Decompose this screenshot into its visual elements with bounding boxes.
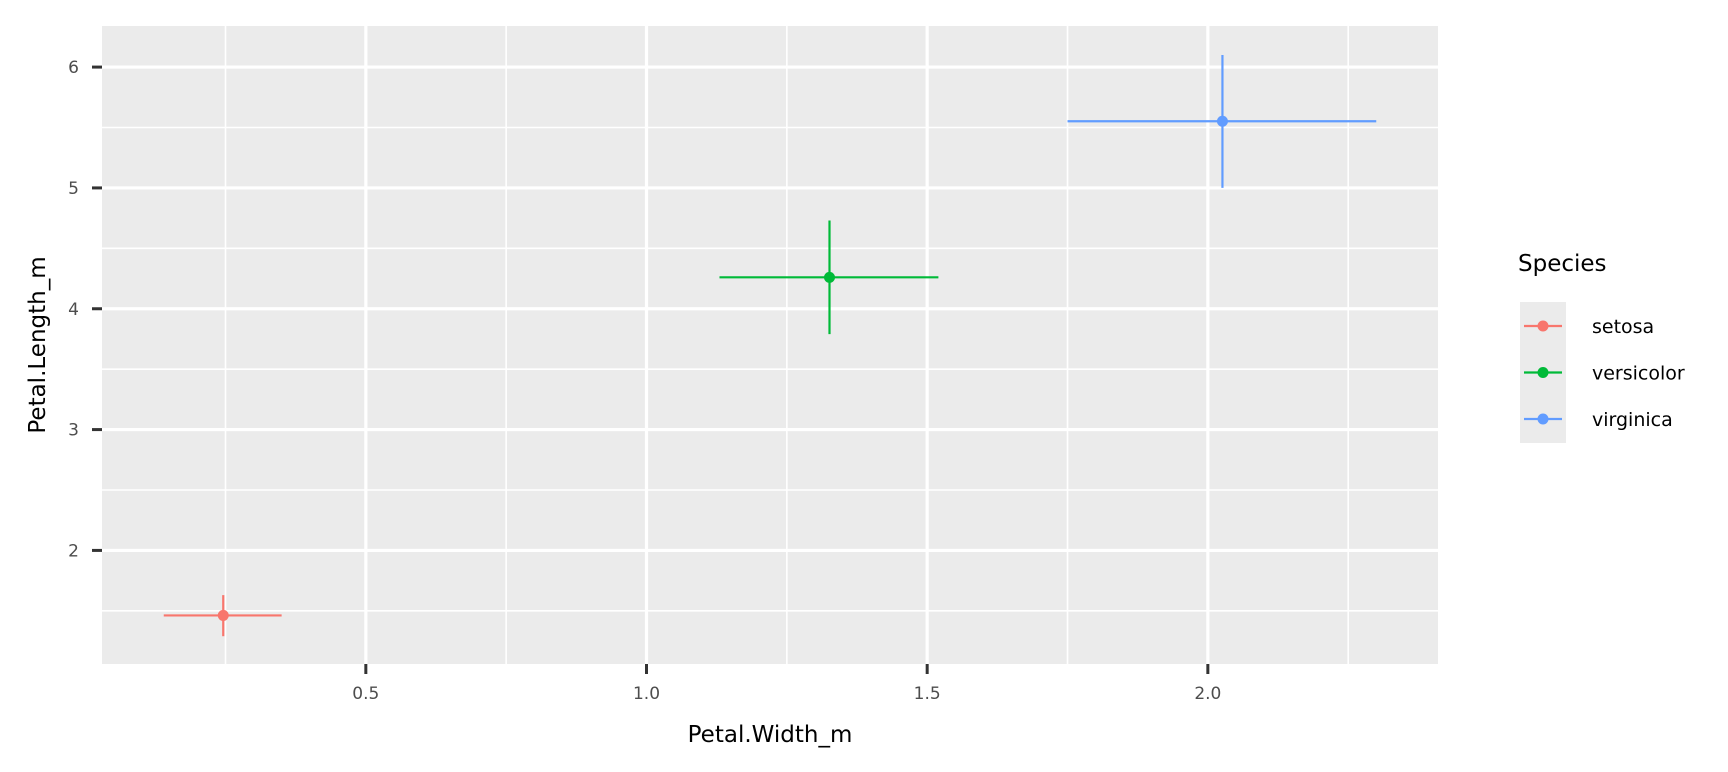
legend-item-versicolor: versicolor bbox=[1524, 363, 1685, 385]
data-point bbox=[217, 609, 229, 621]
grid-lines bbox=[102, 26, 1438, 664]
axes: 0.5 1.0 1.5 2.0 2 3 4 5 6 bbox=[68, 58, 1221, 704]
x-tick-label: 1.0 bbox=[633, 684, 660, 704]
legend-label: virginica bbox=[1592, 409, 1673, 431]
legend-item-setosa: setosa bbox=[1524, 316, 1654, 338]
y-tick-label: 4 bbox=[68, 300, 79, 320]
series-virginica bbox=[1067, 55, 1377, 188]
y-axis-title: Petal.Length_m bbox=[25, 256, 51, 433]
legend-item-virginica: virginica bbox=[1524, 409, 1673, 431]
data-layer bbox=[163, 55, 1377, 637]
legend: setosa versicolor virginica bbox=[1524, 316, 1685, 431]
x-tick-label: 2.0 bbox=[1194, 684, 1221, 704]
y-tick-label: 3 bbox=[68, 421, 79, 441]
data-point bbox=[1216, 115, 1228, 127]
y-tick-label: 6 bbox=[68, 58, 79, 78]
y-tick-label: 2 bbox=[68, 541, 79, 561]
legend-label: setosa bbox=[1592, 316, 1654, 338]
x-tick-label: 1.5 bbox=[914, 684, 941, 704]
series-setosa bbox=[163, 595, 282, 637]
x-tick-label: 0.5 bbox=[352, 684, 379, 704]
legend-key-point bbox=[1537, 413, 1549, 425]
legend-key-point bbox=[1537, 367, 1549, 378]
legend-label: versicolor bbox=[1592, 363, 1685, 385]
y-tick-label: 5 bbox=[68, 179, 79, 199]
plot-panel bbox=[102, 26, 1438, 664]
data-point bbox=[824, 271, 836, 283]
x-axis-title: Petal.Width_m bbox=[688, 722, 853, 748]
legend-title: Species bbox=[1518, 251, 1607, 277]
series-versicolor bbox=[719, 220, 939, 335]
legend-key-point bbox=[1537, 320, 1549, 332]
